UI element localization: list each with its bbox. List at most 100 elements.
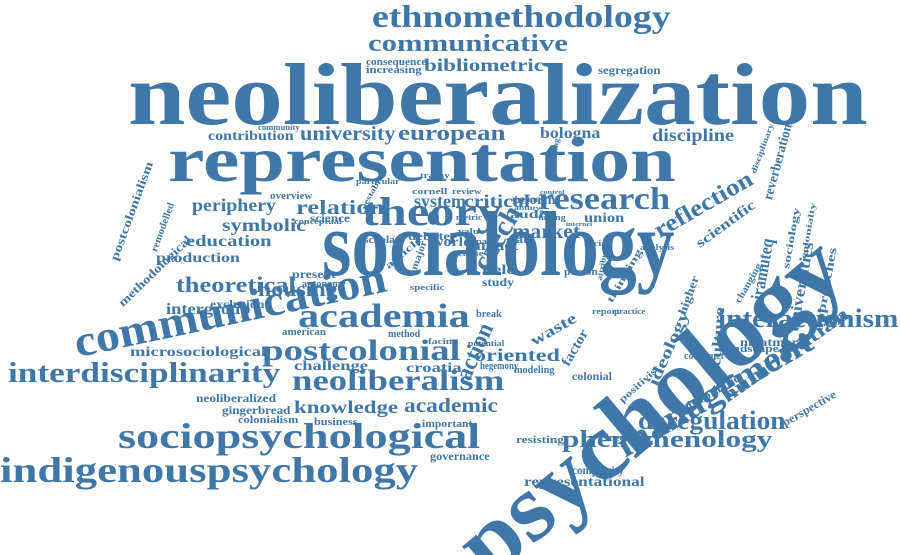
- word-analysis: analysis: [640, 243, 675, 252]
- word-neoliberalism: neoliberalism: [292, 364, 505, 397]
- word-education: education: [186, 233, 272, 250]
- word-scholar: scholar: [364, 235, 401, 246]
- word-autonomy: autonomy: [302, 279, 346, 290]
- word-academia: academia: [298, 298, 470, 335]
- word-conceptual: conceptual: [294, 217, 342, 226]
- word-microsociological: microsociological: [130, 345, 267, 360]
- word-production: production: [156, 251, 240, 266]
- word-european: european: [398, 120, 506, 145]
- word-phenomenology: phenomenology: [562, 427, 773, 453]
- word-modeling: modeling: [514, 365, 555, 376]
- word-science: science: [310, 211, 350, 225]
- word-cornell: cornell: [412, 187, 448, 196]
- word-facing: facing: [428, 337, 458, 346]
- word-discipline: discipline: [652, 125, 735, 145]
- word-gingerbread: gingerbread: [222, 403, 291, 417]
- word-academic: academic: [404, 395, 498, 417]
- word-consequence: consequence: [366, 57, 427, 68]
- word-indigenouspsychology: indigenouspsychology: [0, 450, 419, 490]
- word-segregation: segregation: [598, 63, 661, 77]
- word-past: past: [476, 237, 495, 246]
- word-potential: potential: [468, 339, 505, 348]
- word-research: research: [538, 180, 671, 216]
- word-sociopsychological: sociopsychological: [118, 416, 481, 456]
- word-neoliberalized: neoliberalized: [196, 391, 276, 405]
- word-bibliometric: bibliometric: [424, 55, 545, 75]
- word-method: method: [388, 329, 421, 340]
- word-critical: critical: [464, 191, 530, 211]
- word-dream: dream: [512, 195, 539, 204]
- word-particular: particular: [356, 177, 400, 186]
- word-american: american: [282, 327, 326, 338]
- word-cause: cause: [458, 249, 484, 258]
- word-symbolic: symbolic: [222, 215, 306, 235]
- word-study: study: [482, 275, 515, 289]
- word-interactionism: interactionism: [718, 304, 899, 333]
- word-communicative: communicative: [368, 31, 568, 57]
- word-practice: practice: [614, 307, 646, 316]
- word-trashy: trashy: [420, 171, 450, 180]
- word-croatia: croatia: [406, 361, 462, 376]
- word-market: market: [512, 221, 581, 243]
- word-postcolonial: postcolonial: [262, 334, 461, 367]
- word-control: control: [540, 190, 565, 196]
- word-ability: ability: [514, 206, 541, 212]
- word-university: university: [300, 123, 396, 145]
- word-racial: racial: [584, 239, 610, 248]
- word-world: world: [432, 235, 473, 250]
- word-community: community: [258, 123, 300, 132]
- word-housing: housing: [258, 279, 338, 301]
- word-union: union: [584, 211, 625, 226]
- word-ethnomethodology: ethnomethodology: [372, 0, 671, 34]
- word-business: business: [314, 417, 358, 428]
- word-deregulation: deregulation: [638, 406, 786, 435]
- word-perspective: perspective: [779, 387, 839, 430]
- word-field: field: [482, 263, 517, 278]
- word-taking: taking: [538, 213, 566, 222]
- word-neoliberalization: neoliberalization: [128, 47, 868, 144]
- word-important: important: [422, 419, 473, 430]
- word-complexity: complexity: [572, 463, 625, 477]
- word-periphery: periphery: [192, 195, 276, 215]
- word-theoretical: theoretical: [176, 272, 296, 297]
- word-system: system: [414, 191, 466, 211]
- word-hegemony: hegemony: [480, 361, 519, 372]
- word-resisting: resisting: [516, 435, 564, 446]
- word-person: person: [564, 267, 598, 278]
- word-review: review: [452, 187, 482, 196]
- word-state: state: [506, 235, 534, 246]
- word-postcolonialism: postcolonialism: [107, 159, 156, 263]
- word-audit: audit: [510, 207, 550, 221]
- word-theory: theory: [362, 189, 503, 234]
- word-increasing: increasing: [366, 65, 422, 76]
- word-overview: overview: [270, 191, 313, 202]
- word-break: break: [476, 309, 502, 320]
- word-landscape: landscape: [722, 343, 779, 355]
- word-present: present: [292, 267, 336, 281]
- word-specific: specific: [410, 283, 445, 292]
- word-report: report: [592, 307, 620, 316]
- word-factor: factor: [559, 327, 592, 369]
- word-interdisciplinarity: interdisciplinarity: [8, 358, 281, 389]
- word-debate: debate: [408, 229, 450, 243]
- word-metric: metric: [456, 213, 483, 222]
- word-oriented: oriented: [474, 345, 560, 365]
- word-exclusion: exclusion: [210, 297, 265, 311]
- word-value: value: [458, 227, 485, 236]
- word-colonial: colonial: [572, 369, 613, 383]
- word-internet: internet: [566, 222, 593, 228]
- word-nightmare: nightmare: [740, 335, 805, 349]
- word-impact: impact: [466, 237, 519, 254]
- word-reform: reform: [512, 193, 556, 208]
- word-knowledge: knowledge: [294, 397, 398, 417]
- word-colonialism: colonialism: [238, 415, 299, 426]
- word-relation: relation: [296, 197, 385, 219]
- word-challenge: challenge: [294, 359, 368, 374]
- word-representational: representational: [524, 475, 645, 490]
- word-inequality: inequality: [606, 433, 652, 444]
- word-bologna: bologna: [540, 125, 601, 142]
- word-socialology: socialology: [322, 193, 675, 295]
- word-construct: construct: [684, 351, 724, 362]
- word-governance: governance: [430, 449, 490, 463]
